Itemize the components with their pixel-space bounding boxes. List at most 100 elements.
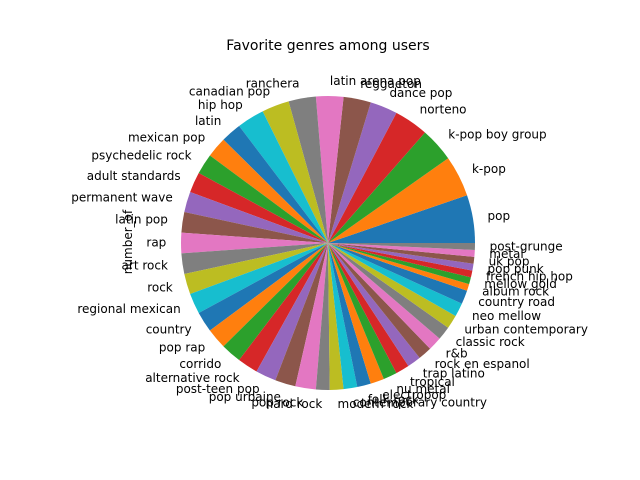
pie-slice-latin-arena-pop (315, 95, 344, 243)
pie-label-metal: metal (489, 247, 523, 261)
pie-label-ranchera: ranchera (246, 76, 300, 90)
pie-label-pop-punk: pop punk (487, 262, 543, 276)
pie-slice-post-teen-pop (256, 243, 328, 381)
pie-slice-contemporary-country (328, 243, 358, 390)
pie-label-permanent-wave: permanent wave (71, 190, 173, 204)
pie-label-folk-rock: folk rock (368, 392, 419, 406)
pie-slice-art-rock (181, 243, 328, 275)
pie-label-k-pop: k-pop (472, 162, 506, 176)
pie-label-canadian-pop: canadian pop (189, 85, 270, 99)
pie-label-hard-rock: hard rock (266, 397, 323, 411)
pie-label-french-hip-hop: french hip hop (486, 270, 573, 284)
pie-slice-nu-metal (328, 243, 397, 379)
pie-slice-rock (184, 243, 328, 294)
pie-slice-mexican-pop (209, 139, 328, 243)
pie-slice-pop-urbaine (275, 243, 328, 387)
pie-slice-corrido (223, 243, 328, 361)
pie-label-alternative-rock: alternative rock (145, 371, 239, 385)
pie-label-adult-standards: adult standards (87, 169, 181, 183)
pie-slice-neo-mellow (328, 243, 462, 316)
pie-slice-psychedelic-rock (198, 155, 328, 243)
pie-slice-alternative-rock (239, 243, 328, 372)
pie-label-neo-mellow: neo mellow (472, 309, 541, 323)
pie-slice-folk-rock (328, 243, 371, 388)
pie-slice-electropop (328, 243, 384, 384)
pie-slice-hip-hop (239, 111, 328, 243)
pie-slice-permanent-wave (184, 192, 328, 243)
pie-slice-hard-rock (315, 243, 330, 391)
pie-label-rock-en-espanol: rock en espanol (435, 357, 530, 371)
pie-slice-album-rock (328, 243, 470, 291)
pie-label-latin-arena-pop: latin arena pop (330, 74, 421, 88)
pie-slice-trap-latino (328, 243, 420, 367)
pie-label-pop-rock: pop rock (251, 395, 303, 409)
pie-slice-pop (328, 195, 475, 243)
pie-slice-ranchera (288, 96, 328, 243)
pie-label-post-grunge: post-grunge (490, 239, 563, 253)
pie-label-art-rock: art rock (122, 258, 168, 272)
pie-label-post-teen-pop: post-teen pop (176, 382, 260, 396)
pie-slice-classic-rock (328, 243, 449, 339)
pie-slice-country (198, 243, 328, 331)
pie-label-contemporary-country: contemporary country (353, 395, 487, 409)
pie-label-latin-pop: latin pop (115, 213, 168, 227)
pie-label-electropop: electropop (382, 388, 446, 402)
pie-slice-metal (328, 243, 475, 257)
pie-label-pop: pop (487, 209, 510, 223)
y-axis-label: number_of (121, 209, 135, 274)
pie-slice-norteno (328, 112, 425, 244)
pie-slice-mellow-gold (328, 243, 471, 285)
pie-label-reggaeton: reggaeton (360, 77, 422, 91)
pie-label-pop-urbaine: pop urbaine (209, 390, 281, 404)
pie-label-rock: rock (147, 281, 173, 295)
pie-slice-randb (328, 243, 440, 349)
pie-slice-rock-en-espanol (328, 243, 431, 358)
pie-slice-reggaeton (328, 96, 371, 243)
pie-slice-uk-pop (328, 243, 475, 264)
pie-label-mellow-gold: mellow gold (484, 277, 557, 291)
pie-label-nu-metal: nu metal (396, 382, 450, 396)
pie-slice-country-road (328, 243, 468, 304)
pie-label-country: country (146, 322, 192, 336)
pie-slice-adult-standards (190, 173, 328, 243)
pie-label-trap-latino: trap latino (423, 367, 485, 381)
pie-slice-pop-rap (209, 243, 328, 347)
pie-label-tropical: tropical (410, 375, 455, 389)
pie-label-dance-pop: dance pop (389, 86, 452, 100)
pie-slice-modern-rock (328, 243, 344, 390)
pie-label-urban-contemporary: urban contemporary (464, 322, 588, 336)
pie-label-regional-mexican: regional mexican (77, 302, 180, 316)
pie-slice-pop-rock (295, 243, 328, 390)
pie-slice-rap (181, 232, 328, 254)
pie-slice-latin (223, 125, 328, 243)
pie-label-modern-rock: modern rock (338, 397, 414, 411)
pie-label-randb: r&b (446, 346, 468, 360)
pie-label-classic-rock: classic rock (456, 335, 525, 349)
pie-slices (181, 95, 475, 391)
pie-slice-urban-contemporary (328, 243, 456, 328)
pie-slice-latin-pop (181, 211, 328, 243)
pie-label-latin: latin (195, 114, 221, 128)
pie-slice-french-hip-hop (328, 243, 473, 278)
pie-label-pop-rap: pop rap (159, 341, 205, 355)
pie-slice-tropical (328, 243, 409, 374)
pie-label-norteno: norteno (420, 102, 467, 116)
pie-slice-dance-pop (328, 102, 397, 243)
pie-label-rap: rap (146, 236, 166, 250)
pie-label-uk-pop: uk pop (489, 255, 530, 269)
pie-label-country-road: country road (478, 295, 555, 309)
pie-slice-pop-punk (328, 243, 474, 271)
pie-label-corrido: corrido (179, 357, 221, 371)
pie-slice-k-pop (328, 158, 468, 243)
pie-slice-regional-mexican (190, 243, 328, 313)
pie-slice-k-pop-boy-group (328, 132, 449, 243)
pie-slice-canadian-pop (262, 101, 328, 243)
chart-title: Favorite genres among users (226, 38, 429, 54)
pie-label-hip-hop: hip hop (198, 98, 243, 112)
pie-label-k-pop-boy-group: k-pop boy group (448, 127, 546, 141)
pie-label-album-rock: album rock (482, 284, 549, 298)
pie-label-psychedelic-rock: psychedelic rock (91, 149, 191, 163)
pie-slice-post-grunge (328, 243, 475, 250)
